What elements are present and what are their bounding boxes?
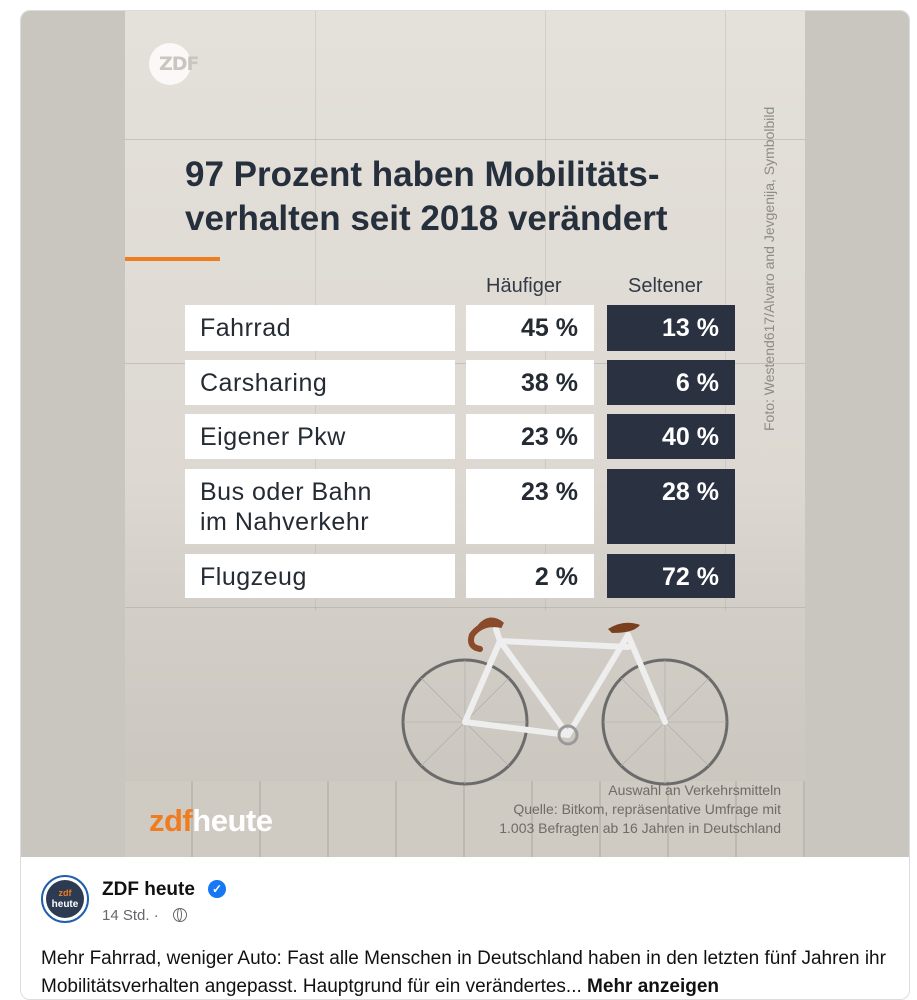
page-name-link[interactable]: ZDF heute	[102, 879, 195, 900]
row-more-flugzeug: 2 %	[466, 554, 594, 598]
post-footer: zdf heute ZDF heute ✓ 14 Std. · Mehr Fah…	[21, 857, 909, 999]
post-card: ZDF Foto: Westend617/Alvaro and Jevgenij…	[20, 10, 910, 1000]
row-less-fahrrad: 13 %	[607, 305, 735, 351]
post-text: Mehr Fahrrad, weniger Auto: Fast alle Me…	[41, 945, 901, 999]
pavement	[125, 781, 805, 857]
post-text-content: Mehr Fahrrad, weniger Auto: Fast alle Me…	[41, 948, 886, 997]
row-more-bus-bahn: 23 %	[466, 469, 594, 544]
zdfheute-logo: zdfheute	[149, 803, 273, 838]
accent-line	[125, 257, 220, 261]
show-more-link[interactable]: Mehr anzeigen	[587, 976, 720, 997]
post-timestamp[interactable]: 14 Std. ·	[102, 907, 159, 924]
avatar[interactable]: zdf heute	[41, 875, 89, 923]
bicycle-illustration	[401, 617, 729, 786]
row-less-carsharing: 6 %	[607, 360, 735, 405]
row-less-bus-bahn: 28 %	[607, 469, 735, 544]
zdf-logo: ZDF	[149, 43, 200, 85]
avatar-logo: zdf heute	[46, 880, 84, 918]
row-label-flugzeug: Flugzeug	[185, 554, 455, 598]
row-less-eigener-pkw: 40 %	[607, 414, 735, 459]
row-label-fahrrad: Fahrrad	[185, 305, 455, 351]
source-note: Auswahl an Verkehrsmitteln Quelle: Bitko…	[499, 782, 781, 836]
globe-icon	[173, 908, 187, 922]
row-label-bus-bahn: Bus oder Bahn im Nahverkehr	[185, 469, 455, 544]
row-more-fahrrad: 45 %	[466, 305, 594, 351]
photo-credit: Foto: Westend617/Alvaro and Jevgenija, S…	[761, 106, 777, 431]
column-header-less: Seltener	[628, 275, 703, 297]
post-media[interactable]: ZDF Foto: Westend617/Alvaro and Jevgenij…	[21, 11, 909, 857]
row-more-eigener-pkw: 23 %	[466, 414, 594, 459]
infographic-image: ZDF Foto: Westend617/Alvaro and Jevgenij…	[125, 11, 805, 857]
column-header-more: Häufiger	[486, 275, 562, 297]
infographic-headline: 97 Prozent haben Mobilitäts- verhalten s…	[185, 155, 668, 238]
verified-badge-icon: ✓	[208, 880, 226, 898]
row-label-carsharing: Carsharing	[185, 360, 455, 405]
row-label-eigener-pkw: Eigener Pkw	[185, 414, 455, 459]
row-more-carsharing: 38 %	[466, 360, 594, 405]
row-less-flugzeug: 72 %	[607, 554, 735, 598]
